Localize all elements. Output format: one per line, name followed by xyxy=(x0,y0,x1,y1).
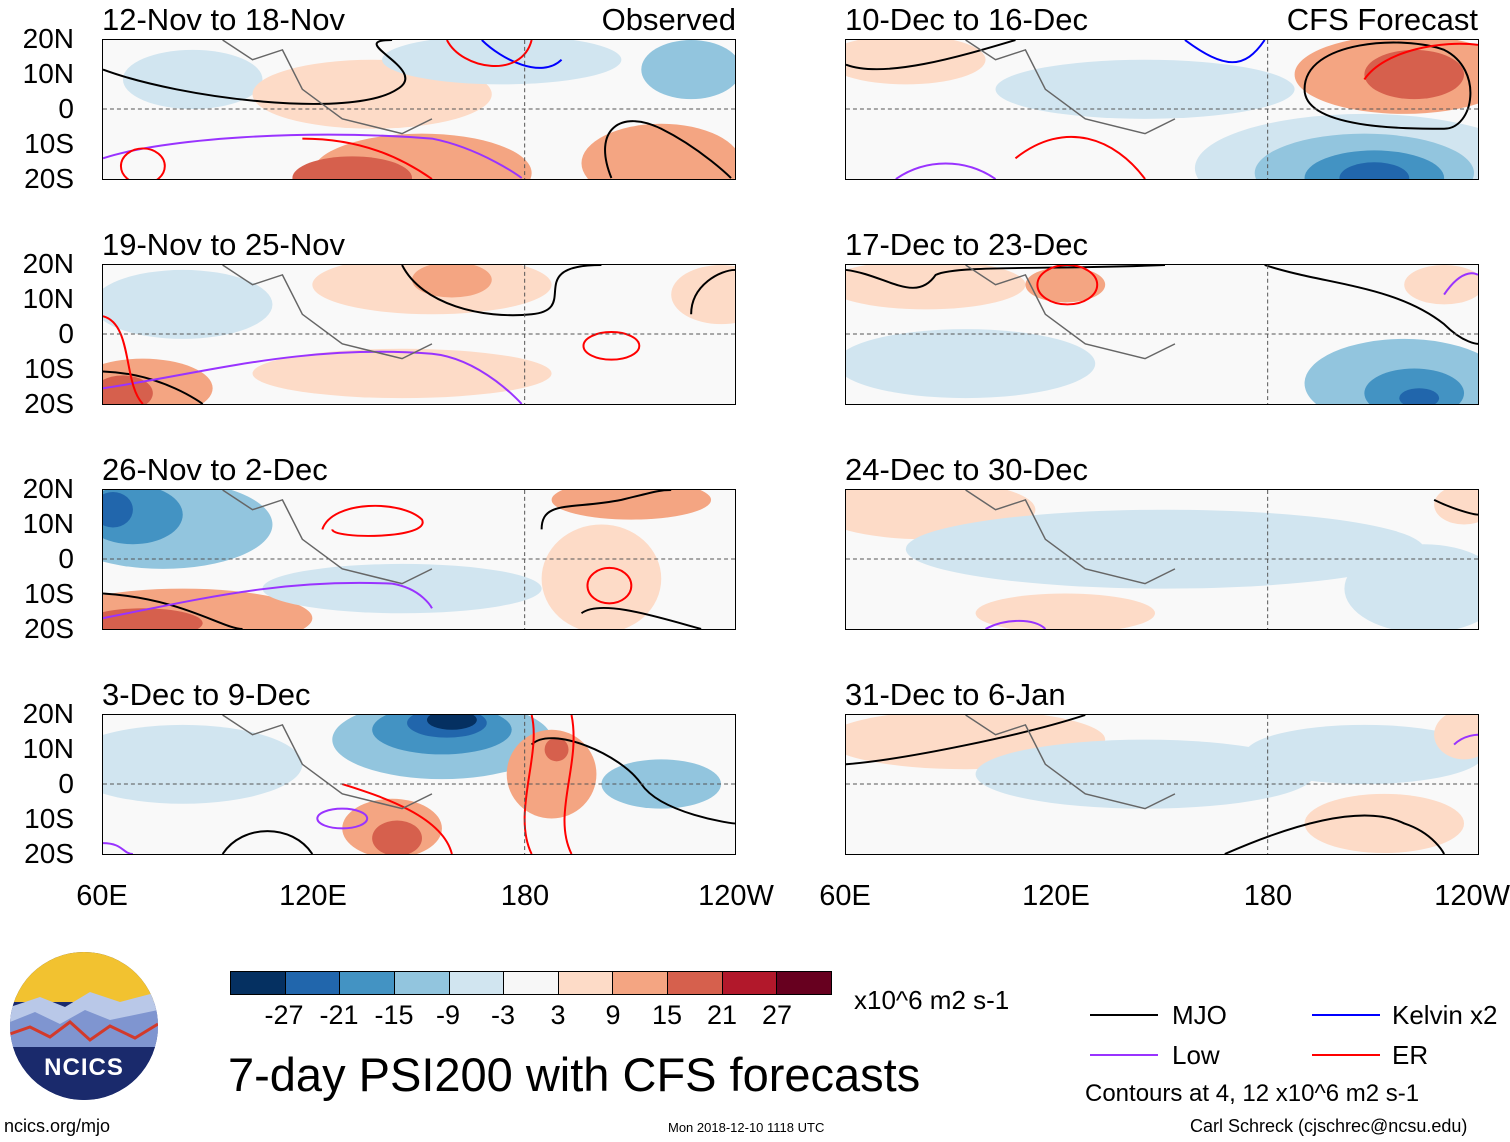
contours-note: Contours at 4, 12 x10^6 m2 s-1 xyxy=(1085,1080,1420,1107)
y-tick-label: 10S xyxy=(24,128,74,159)
x-tick-label: 180 xyxy=(1243,880,1293,912)
colorbar-label: -9 xyxy=(435,1000,460,1030)
legend-line-low xyxy=(1090,1054,1158,1056)
x-tick-label: 60E xyxy=(76,880,128,912)
panel-title: 24-Dec to 30-Dec xyxy=(845,452,1088,487)
y-tick-label: 20N xyxy=(22,248,74,279)
x-tick-label: 60E xyxy=(819,880,871,912)
legend-label-kelvin: Kelvin x2 xyxy=(1392,1000,1498,1030)
colorbar-swatch xyxy=(449,972,505,994)
colorbar-label: 3 xyxy=(550,1000,566,1030)
y-tick-label: 20S xyxy=(24,388,74,419)
colorbar-swatch xyxy=(777,972,832,994)
map-panel xyxy=(102,714,736,855)
footer-left-link[interactable]: ncics.org/mjo xyxy=(4,1116,111,1136)
y-tick-label: 0 xyxy=(58,768,74,799)
colorbar-label: -21 xyxy=(319,1000,359,1030)
panel-tag-forecast: CFS Forecast xyxy=(1286,2,1478,37)
footer-timestamp: Mon 2018-12-10 1118 UTC xyxy=(668,1120,825,1135)
y-tick-label: 20N xyxy=(22,698,74,729)
y-tick-label: 20S xyxy=(24,838,74,869)
y-tick-label: 10N xyxy=(22,283,74,314)
y-tick-label: 0 xyxy=(58,318,74,349)
main-title: 7-day PSI200 with CFS forecasts xyxy=(228,1048,921,1101)
panel-title: 3-Dec to 9-Dec xyxy=(102,677,311,712)
legend-label-low: Low xyxy=(1172,1040,1220,1070)
colorbar-swatch xyxy=(504,972,559,994)
legend-line-mjo xyxy=(1090,1014,1158,1016)
map-panel xyxy=(102,264,736,405)
legend-label-er: ER xyxy=(1392,1040,1429,1070)
colorbar-swatch xyxy=(231,972,286,994)
logo-text: NCICS xyxy=(44,1054,124,1081)
colorbar-units: x10^6 m2 s-1 xyxy=(854,985,1010,1015)
x-tick-label: 120W xyxy=(1434,880,1510,912)
y-tick-label: 10S xyxy=(24,353,74,384)
colorbar-swatch xyxy=(722,972,778,994)
colorbar-swatch xyxy=(340,972,395,994)
x-tick-label: 120E xyxy=(1022,880,1090,912)
map-panel xyxy=(845,489,1479,630)
y-tick-label: 0 xyxy=(58,543,74,574)
map-panel xyxy=(845,714,1479,855)
panel-tag-observed: Observed xyxy=(601,2,736,37)
y-tick-label: 10S xyxy=(24,803,74,834)
y-tick-label: 20S xyxy=(24,163,74,194)
x-tick-label: 120E xyxy=(279,880,347,912)
map-panel xyxy=(102,39,736,180)
y-tick-label: 20N xyxy=(22,473,74,504)
y-tick-label: 10N xyxy=(22,733,74,764)
y-tick-label: 20S xyxy=(24,613,74,644)
y-tick-label: 10N xyxy=(22,508,74,539)
colorbar-swatch xyxy=(558,972,614,994)
panel-title: 10-Dec to 16-Dec xyxy=(845,2,1088,37)
panel-title: 26-Nov to 2-Dec xyxy=(102,452,328,487)
colorbar-swatch xyxy=(285,972,341,994)
footer-author[interactable]: Carl Schreck (cjschrec@ncsu.edu) xyxy=(1190,1116,1468,1136)
map-panel xyxy=(845,264,1479,405)
colorbar-swatch xyxy=(613,972,669,994)
panel-title: 17-Dec to 23-Dec xyxy=(845,227,1088,262)
legend-line-er xyxy=(1312,1054,1380,1056)
y-tick-label: 0 xyxy=(58,93,74,124)
colorbar-label: -3 xyxy=(490,1000,515,1030)
colorbar-label: 9 xyxy=(605,1000,621,1030)
ncics-logo: NCICS xyxy=(10,952,158,1100)
map-panel xyxy=(845,39,1479,180)
colorbar-label: -27 xyxy=(264,1000,304,1030)
y-tick-label: 10S xyxy=(24,578,74,609)
legend-label-mjo: MJO xyxy=(1172,1000,1227,1030)
panel-title: 12-Nov to 18-Nov xyxy=(102,2,345,37)
colorbar-label: 15 xyxy=(651,1000,683,1030)
y-tick-label: 20N xyxy=(22,23,74,54)
colorbar-swatch xyxy=(668,972,723,994)
panel-title: 31-Dec to 6-Jan xyxy=(845,677,1066,712)
panel-title: 19-Nov to 25-Nov xyxy=(102,227,345,262)
colorbar-swatch xyxy=(394,972,450,994)
map-panel xyxy=(102,489,736,630)
colorbar-label: 21 xyxy=(706,1000,738,1030)
colorbar-label: -15 xyxy=(374,1000,414,1030)
y-tick-label: 10N xyxy=(22,58,74,89)
colorbar xyxy=(230,971,832,995)
x-tick-label: 120W xyxy=(698,880,774,912)
x-tick-label: 180 xyxy=(500,880,550,912)
legend-line-kelvin xyxy=(1312,1014,1380,1016)
colorbar-label: 27 xyxy=(761,1000,793,1030)
